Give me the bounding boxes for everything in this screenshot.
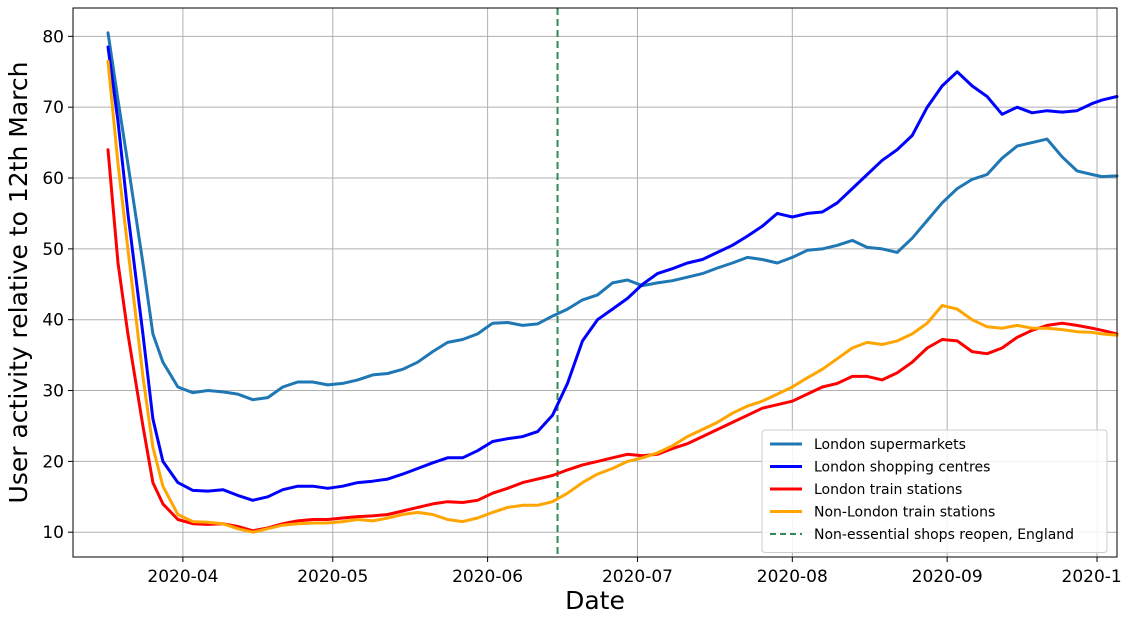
x-axis-title: Date bbox=[565, 586, 625, 615]
y-tick-label: 70 bbox=[42, 98, 64, 118]
y-tick-label: 20 bbox=[42, 452, 64, 472]
series-lines bbox=[106, 31, 1119, 534]
x-tick-label: 2020-06 bbox=[452, 567, 523, 587]
x-tick-label: 2020-04 bbox=[147, 567, 218, 587]
y-tick-label: 40 bbox=[42, 311, 64, 331]
x-tick-label: 2020-09 bbox=[912, 567, 983, 587]
y-tick-label: 60 bbox=[42, 169, 64, 189]
legend-label: London shopping centres bbox=[814, 460, 990, 476]
y-axis-title: User activity relative to 12th March bbox=[4, 62, 33, 504]
x-tick-label: 2020-07 bbox=[602, 567, 673, 587]
x-tick-label: 2020-08 bbox=[757, 567, 828, 587]
axis-ticks: 10 20 30 40 50 60 70 80 2020-04 2020-05 2020-06 202… bbox=[42, 27, 1122, 587]
y-tick-label: 50 bbox=[42, 240, 64, 260]
legend-box bbox=[761, 429, 1108, 553]
y-tick-label: 10 bbox=[42, 523, 64, 543]
legend-label: London train stations bbox=[814, 482, 962, 498]
plot-area-frame bbox=[72, 7, 1118, 558]
y-tick-label: 80 bbox=[42, 27, 64, 47]
y-tick-label: 30 bbox=[42, 382, 64, 402]
legend-label: London supermarkets bbox=[814, 437, 966, 453]
legend: London supermarkets London shopping centr… bbox=[761, 429, 1108, 553]
legend-label: Non-essential shops reopen, England bbox=[814, 527, 1074, 543]
series-line-london-shopping-centres bbox=[106, 45, 1119, 502]
series-line-london-supermarkets bbox=[106, 31, 1119, 402]
legend-label: Non-London train stations bbox=[814, 505, 995, 521]
x-tick-label: 2020-10 bbox=[1062, 567, 1122, 587]
series-line-non-london-train-stations bbox=[106, 59, 1119, 534]
x-tick-label: 2020-05 bbox=[297, 567, 368, 587]
